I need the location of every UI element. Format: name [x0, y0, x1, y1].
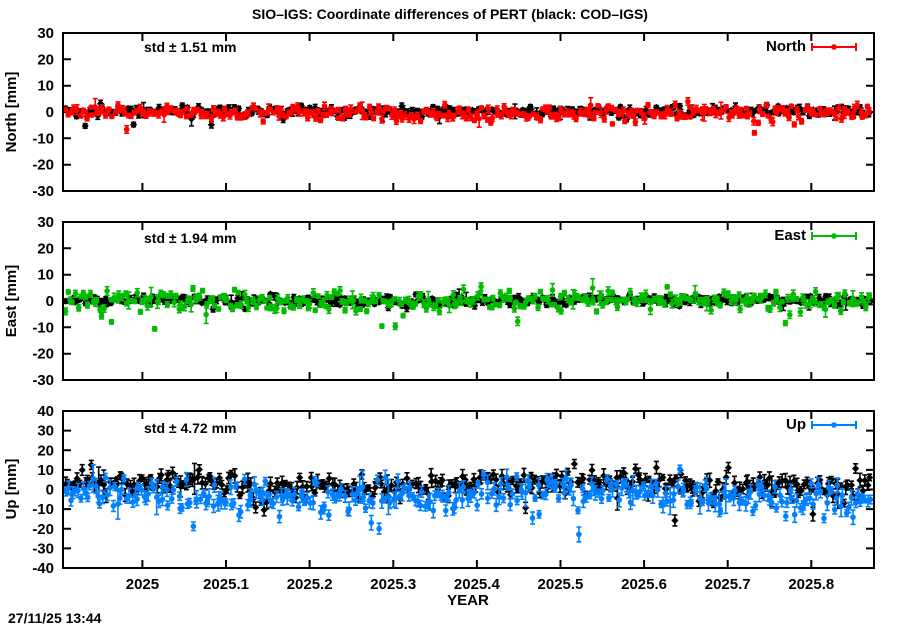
data-points: [63, 98, 872, 136]
y-tick-label: 30: [37, 214, 54, 231]
error-bars: [63, 464, 873, 543]
east-legend-label: East: [774, 227, 806, 244]
east-y-axis-label: East [mm]: [3, 265, 20, 338]
y-tick-label: 40: [37, 403, 54, 420]
up-std-annotation: std ± 4.72 mm: [144, 420, 237, 436]
y-tick-label: 20: [37, 240, 54, 257]
y-tick-label: -30: [32, 540, 54, 557]
data-points: [63, 283, 873, 332]
up-subplot: 40 30 20 10 0 -10 -20 -30 -40 2025 2025.1 2025.2 202…: [32, 403, 875, 593]
legend-sample-marker: [831, 422, 837, 428]
plot-frame: [62, 221, 875, 381]
y-tick-label: -20: [32, 157, 54, 174]
up-legend-label: Up: [786, 416, 806, 433]
y-tick-label: 20: [37, 442, 54, 459]
y-tick-label: 0: [46, 482, 54, 499]
data-points: [63, 100, 873, 130]
x-tick-label: 2025.3: [370, 576, 416, 593]
y-tick-label: -30: [32, 372, 54, 389]
tick-marks: [63, 410, 874, 569]
y-tick-label: -40: [32, 560, 54, 577]
x-tick-label: 2025.7: [705, 576, 751, 593]
north-subplot: 30 20 10 0 -10 -20 -30: [32, 25, 875, 200]
plot-frame: [62, 32, 875, 192]
y-tick-label: 10: [37, 78, 54, 95]
north-y-axis-label: North [mm]: [3, 72, 20, 153]
y-tick-label: -20: [32, 346, 54, 363]
north-series-sio-igs: [63, 97, 872, 136]
y-tick-label: 0: [46, 104, 54, 121]
plot-frame: [62, 410, 875, 569]
data-points: [63, 466, 874, 538]
y-tick-label: 10: [37, 462, 54, 479]
y-tick-label: -10: [32, 319, 54, 336]
x-tick-label: 2025.8: [788, 576, 834, 593]
y-tick-label: 30: [37, 423, 54, 440]
x-axis-label: YEAR: [447, 592, 489, 609]
x-tick-label: 2025.6: [621, 576, 667, 593]
x-tick-label: 2025: [126, 576, 159, 593]
y-tick-label: 10: [37, 267, 54, 284]
x-tick-label: 2025.1: [203, 576, 249, 593]
x-tick-label: 2025.4: [454, 576, 501, 593]
legend-sample-marker: [831, 233, 837, 239]
x-tick-label: 2025.2: [287, 576, 333, 593]
y-tick-label: 30: [37, 25, 54, 42]
y-tick-label: -30: [32, 183, 54, 200]
up-y-axis-label: Up [mm]: [3, 459, 20, 520]
y-tick-label: -10: [32, 501, 54, 518]
north-legend-label: North: [766, 38, 806, 55]
up-series-sio-igs: [63, 464, 874, 543]
y-tick-label: -20: [32, 521, 54, 538]
plot-timestamp: 27/11/25 13:44: [8, 610, 102, 626]
y-tick-label: 0: [46, 293, 54, 310]
north-std-annotation: std ± 1.51 mm: [144, 39, 237, 55]
y-tick-label: 20: [37, 51, 54, 68]
x-tick-label: 2025.5: [538, 576, 584, 593]
chart-title: SIO–IGS: Coordinate differences of PERT …: [252, 6, 648, 22]
east-subplot: 30 20 10 0 -10 -20 -30: [32, 214, 875, 389]
legend-sample-marker: [831, 44, 837, 50]
plots-group: 30 20 10 0 -10 -20 -30 30 20 10 0 -10 -20 -30 40 30 20 10…: [32, 25, 875, 593]
east-series-sio-igs: [63, 277, 873, 332]
east-std-annotation: std ± 1.94 mm: [144, 230, 237, 246]
y-tick-label: -10: [32, 130, 54, 147]
